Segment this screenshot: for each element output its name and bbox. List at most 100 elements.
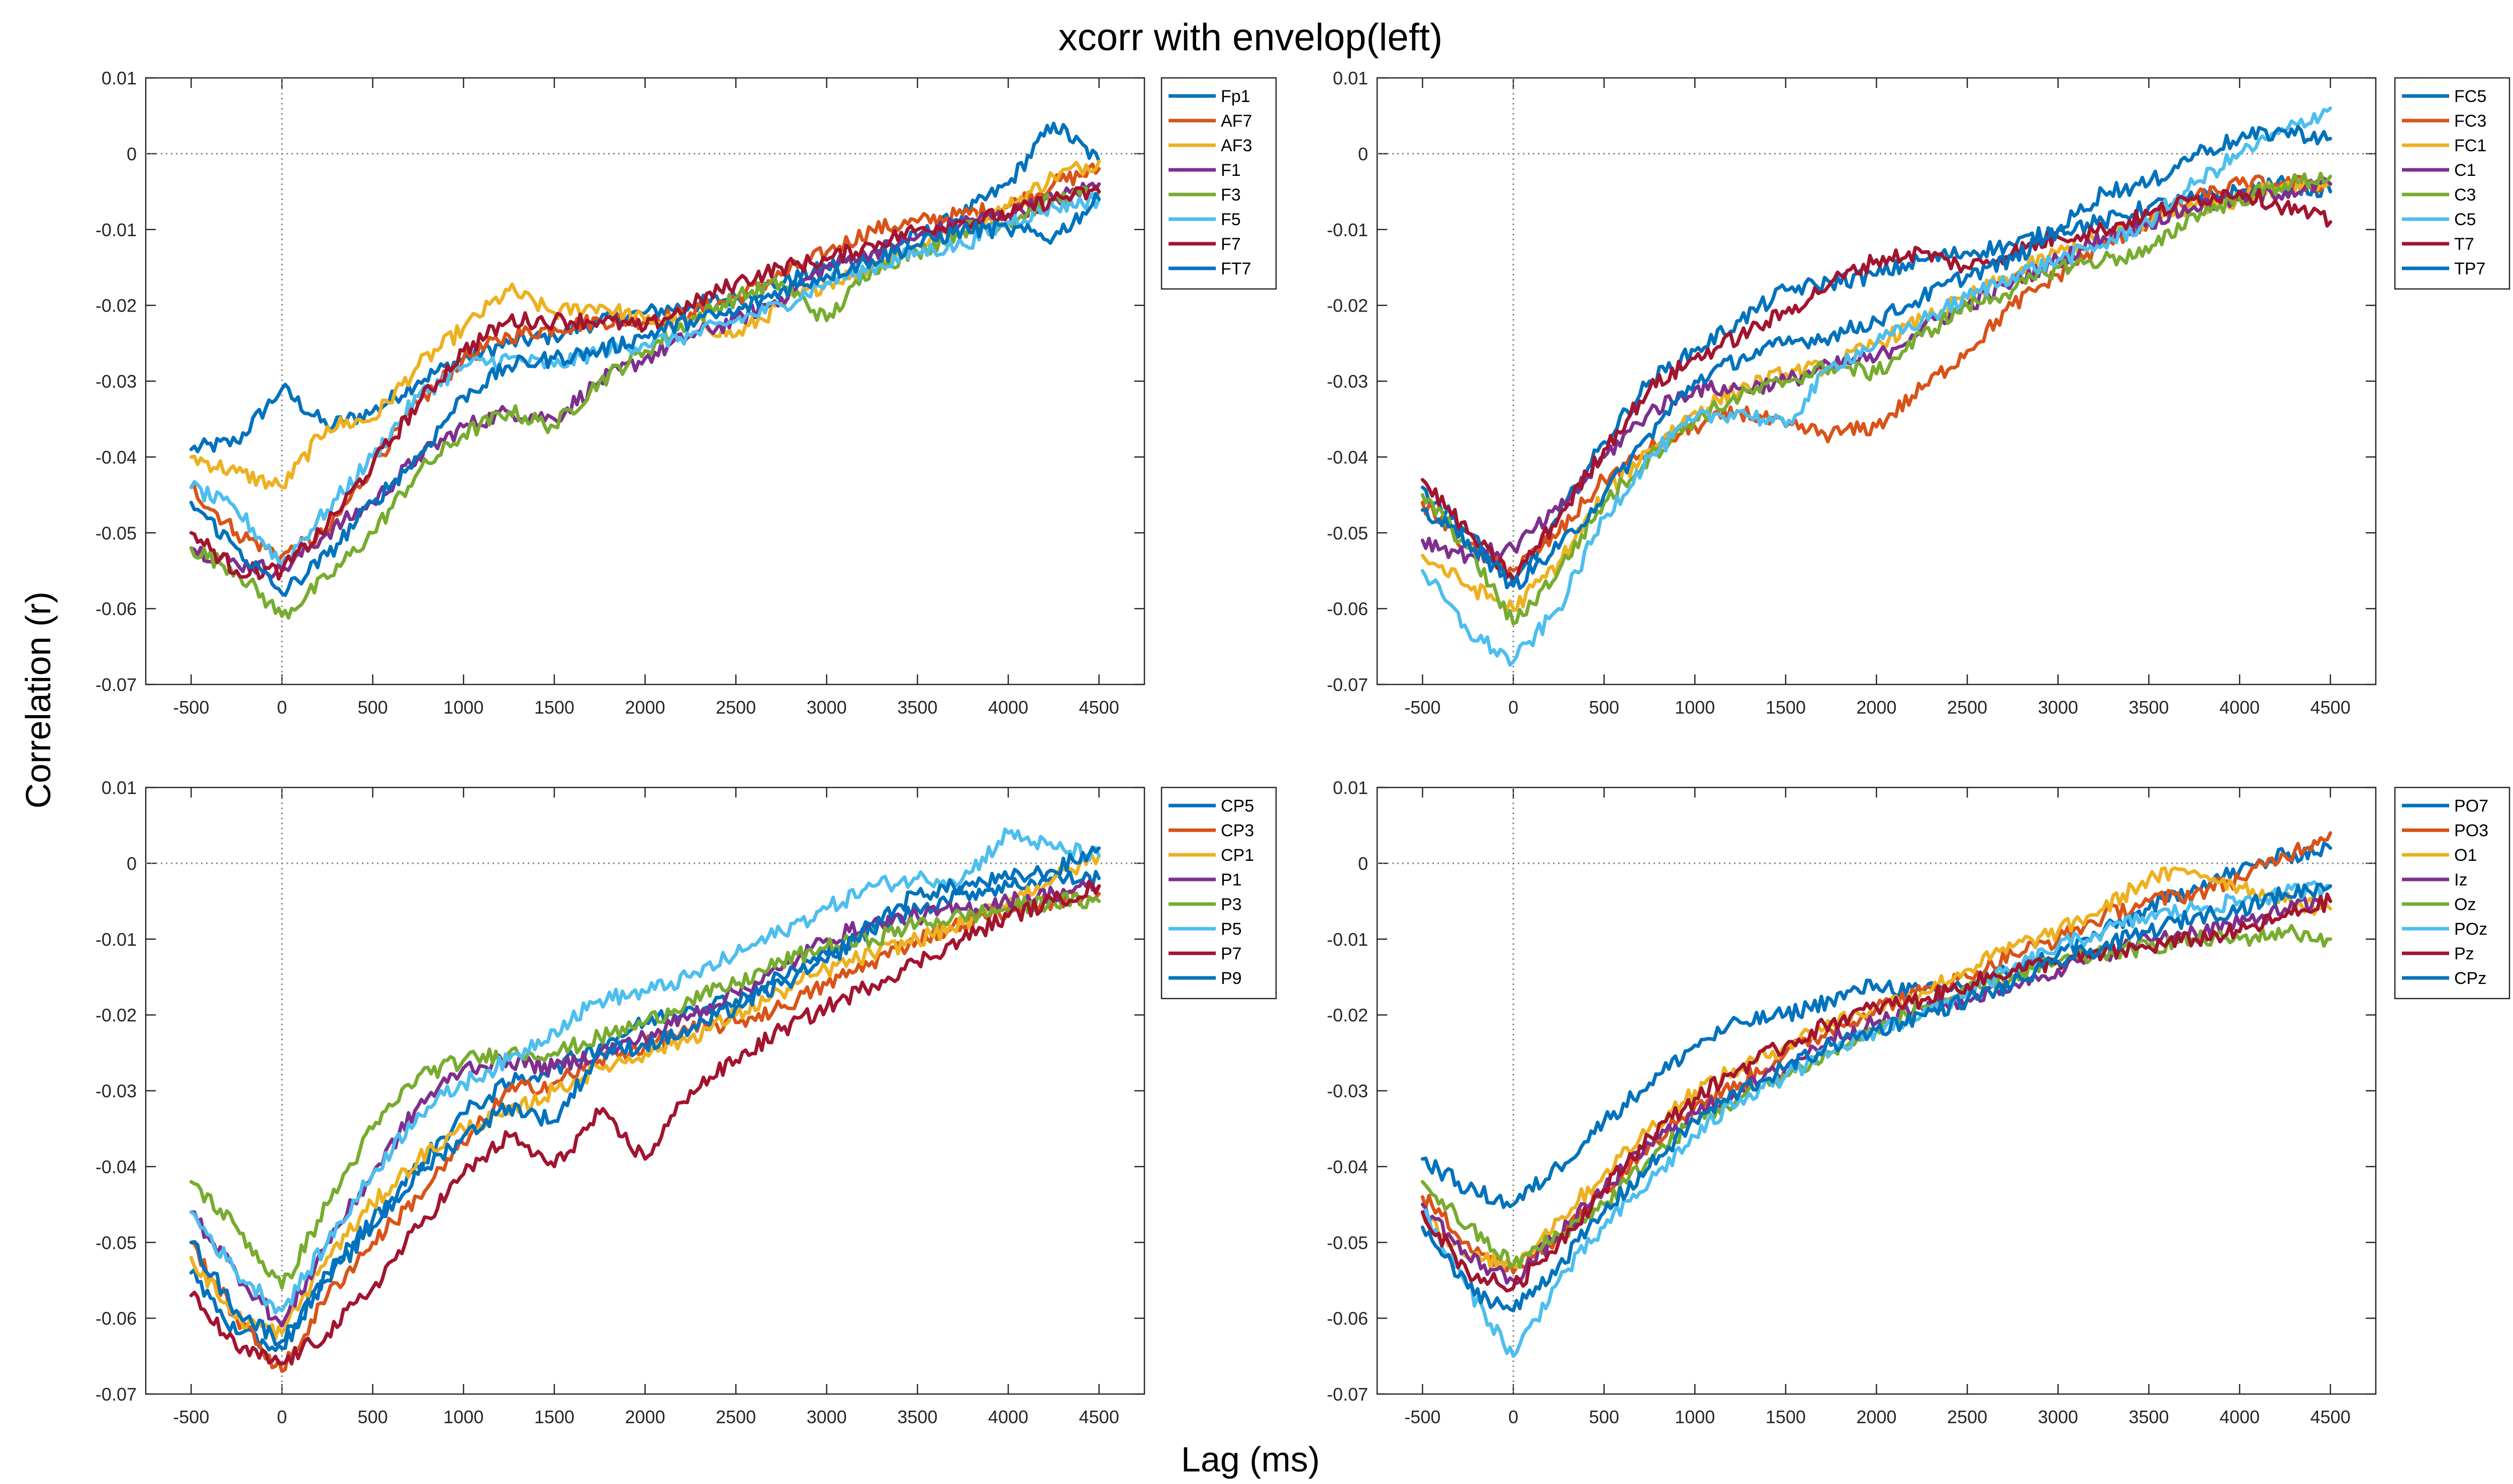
y-tick-label: -0.06 xyxy=(95,1308,137,1329)
axes-box xyxy=(145,77,1145,685)
legend-entry-pz: Pz xyxy=(2454,944,2474,963)
x-tick-label: 500 xyxy=(358,1407,388,1427)
y-tick-label: -0.03 xyxy=(1327,1081,1368,1102)
y-tick-label: -0.01 xyxy=(1327,929,1368,950)
x-tick-label: 2000 xyxy=(1856,697,1896,718)
subplot-top-left: -500 0 500 1000 1500 2000 2500 3000 3500 4000 4500… xyxy=(95,68,1277,718)
y-tick-label: -0.03 xyxy=(95,1081,137,1102)
x-tick-label: -500 xyxy=(1404,1407,1440,1427)
y-tick-label: -0.06 xyxy=(95,599,137,619)
series-line-t7 xyxy=(1420,188,2333,580)
legend: CP5 CP3 CP1 P1 P3 P5 P7 P9 xyxy=(1161,786,1277,1000)
y-tick-label: -0.04 xyxy=(95,447,137,467)
legend-entry-fp1: Fp1 xyxy=(1221,87,1250,106)
legend-entry-fc1: FC1 xyxy=(2454,136,2486,155)
x-tick-label: 4500 xyxy=(1079,1407,1119,1427)
legend-entry-poz: POz xyxy=(2454,920,2487,939)
y-tick-label: -0.02 xyxy=(95,1005,137,1026)
x-tick-label: 0 xyxy=(277,1407,287,1427)
legend-entry-af7: AF7 xyxy=(1221,112,1252,131)
x-tick-label: 4000 xyxy=(2219,697,2260,718)
y-tick-label: -0.07 xyxy=(95,674,137,695)
y-tick-label: -0.03 xyxy=(95,371,137,392)
y-tick-label: 0 xyxy=(1358,144,1368,164)
x-tick-label: -500 xyxy=(173,697,209,718)
x-tick-label: 3000 xyxy=(2038,697,2078,718)
legend-entry-f3: F3 xyxy=(1221,185,1241,205)
subplot-bottom-left: -500 0 500 1000 1500 2000 2500 3000 3500 4000 4500… xyxy=(95,777,1277,1427)
legend-entry-c5: C5 xyxy=(2454,210,2476,229)
x-tick-label: 1000 xyxy=(443,697,484,718)
x-tick-label: 2000 xyxy=(625,697,665,718)
legend-entry-f1: F1 xyxy=(1221,161,1241,180)
x-tick-label: 0 xyxy=(277,697,287,718)
y-tick-label: -0.06 xyxy=(1327,599,1368,619)
legend-entry-fc5: FC5 xyxy=(2454,87,2486,106)
series-line-iz xyxy=(1420,893,2333,1285)
legend-box xyxy=(2394,786,2510,1000)
x-tick-label: 500 xyxy=(358,697,388,718)
legend-box xyxy=(2394,77,2510,290)
series-line-p3 xyxy=(189,892,1101,1290)
series-line-p9 xyxy=(189,845,1101,1346)
legend-entry-tp7: TP7 xyxy=(2454,259,2485,278)
legend-entry-f7: F7 xyxy=(1221,235,1241,254)
legend-box xyxy=(1161,77,1277,290)
series-line-c3 xyxy=(1420,171,2333,626)
subplot-grid: -500 0 500 1000 1500 2000 2500 3000 3500 4000 4500… xyxy=(95,68,2510,1427)
y-tick-label: -0.07 xyxy=(95,1384,137,1405)
x-tick-label: 2500 xyxy=(1947,697,1987,718)
y-tick-label: -0.05 xyxy=(95,1232,137,1253)
legend-entry-ft7: FT7 xyxy=(1221,259,1251,278)
x-tick-label: 3500 xyxy=(2129,1407,2169,1427)
legend-entry-t7: T7 xyxy=(2454,235,2474,254)
series-line-cp1 xyxy=(189,854,1101,1341)
x-tick-label: 1500 xyxy=(534,697,574,718)
legend-entry-p1: P1 xyxy=(1221,870,1242,889)
y-tick-label: 0.01 xyxy=(102,777,137,798)
x-tick-label: 3500 xyxy=(2129,697,2169,718)
legend-entry-cp1: CP1 xyxy=(1221,846,1254,865)
x-tick-label: 4000 xyxy=(988,697,1028,718)
y-tick-label: -0.01 xyxy=(1327,220,1368,240)
series-line-pz xyxy=(1420,892,2333,1293)
x-tick-label: 4500 xyxy=(1079,697,1119,718)
series-line-tp7 xyxy=(1420,125,2333,590)
subplot-top-right: -500 0 500 1000 1500 2000 2500 3000 3500 4000 4500… xyxy=(1327,68,2510,718)
x-tick-label: 500 xyxy=(1589,697,1619,718)
x-tick-label: 4000 xyxy=(2219,1407,2260,1427)
y-axis-label: Correlation (r) xyxy=(19,591,58,809)
y-tick-label: -0.07 xyxy=(1327,1384,1368,1405)
y-tick-label: 0.01 xyxy=(1333,777,1368,798)
x-tick-label: 3500 xyxy=(897,697,937,718)
series-line-ft7 xyxy=(189,191,1101,597)
x-tick-label: 500 xyxy=(1589,1407,1619,1427)
x-tick-label: 1500 xyxy=(1766,1407,1806,1427)
x-tick-label: 3000 xyxy=(2038,1407,2078,1427)
x-tick-label: 4500 xyxy=(2310,697,2351,718)
x-tick-label: 3000 xyxy=(807,1407,847,1427)
y-tick-label: -0.02 xyxy=(1327,295,1368,316)
legend-entry-cp5: CP5 xyxy=(1221,797,1254,816)
series-line-f5 xyxy=(189,192,1101,565)
y-tick-label: -0.02 xyxy=(1327,1005,1368,1026)
legend-entry-cp3: CP3 xyxy=(1221,821,1254,840)
x-tick-label: 1000 xyxy=(1675,697,1715,718)
x-tick-label: 4000 xyxy=(988,1407,1028,1427)
y-tick-label: 0.01 xyxy=(102,68,137,88)
x-tick-label: 1000 xyxy=(1675,1407,1715,1427)
legend-entry-cpz: CPz xyxy=(2454,969,2486,988)
y-tick-label: 0 xyxy=(127,144,137,164)
legend-entry-af3: AF3 xyxy=(1221,136,1252,155)
x-tick-label: 2500 xyxy=(716,1407,756,1427)
x-tick-label: 1500 xyxy=(534,1407,574,1427)
legend-entry-p3: P3 xyxy=(1221,895,1242,914)
legend-entry-c3: C3 xyxy=(2454,185,2476,205)
x-tick-label: 2500 xyxy=(1947,1407,1987,1427)
x-tick-label: 2000 xyxy=(625,1407,665,1427)
y-tick-label: -0.01 xyxy=(95,220,137,240)
legend-box xyxy=(1161,786,1277,1000)
x-tick-label: 3000 xyxy=(807,697,847,718)
y-tick-label: -0.02 xyxy=(95,295,137,316)
